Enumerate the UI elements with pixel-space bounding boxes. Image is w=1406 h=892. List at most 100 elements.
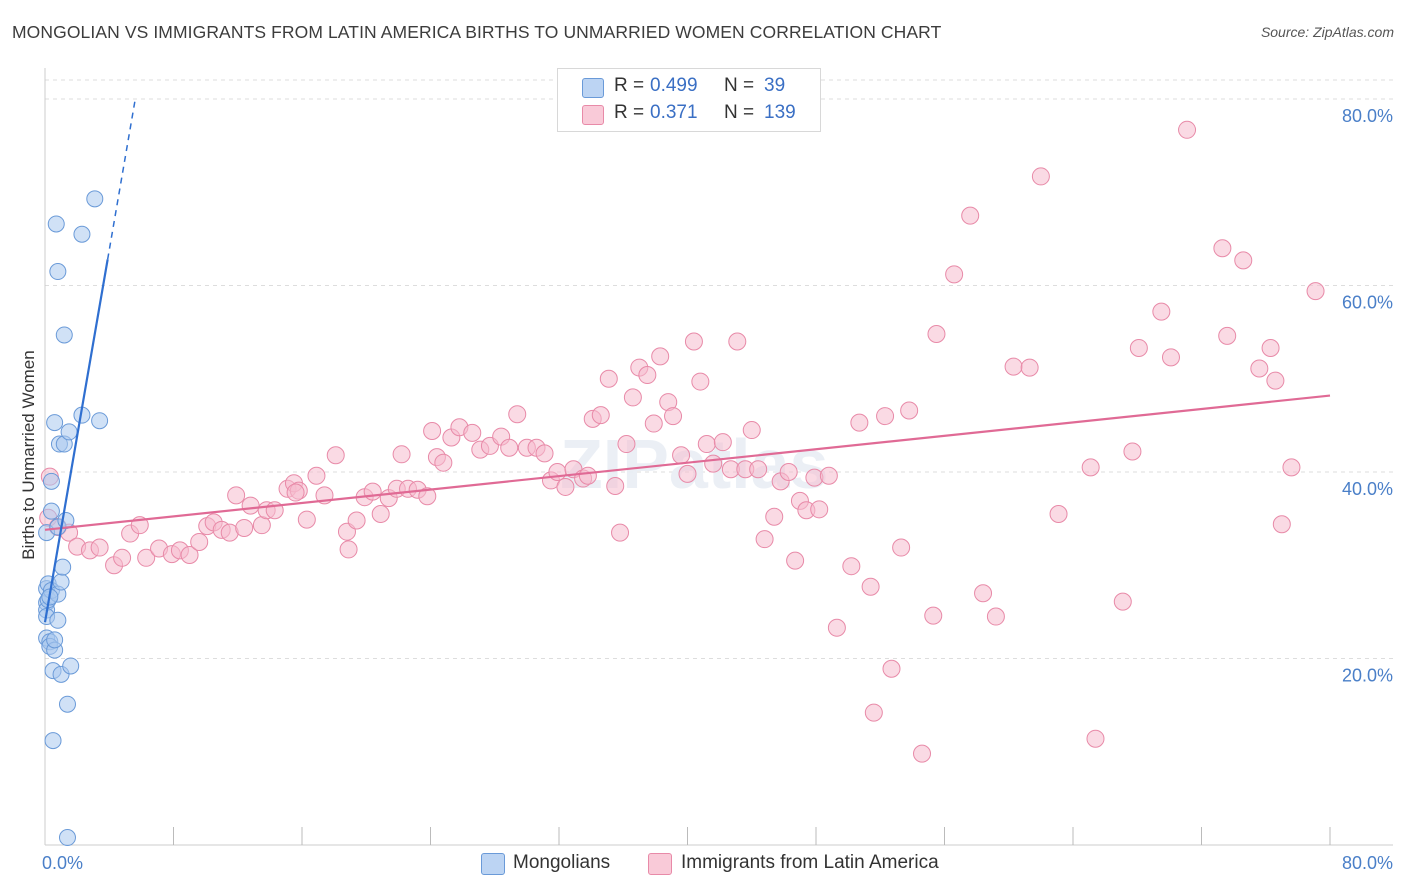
- pink-point: [864, 703, 883, 722]
- pink-point: [810, 500, 829, 519]
- pink-point: [786, 551, 805, 570]
- y-tick-label: 40.0%: [1342, 479, 1393, 499]
- pink-point: [297, 510, 316, 529]
- legend-box: R = 0.499 N = 39 R = 0.371 N = 139: [557, 68, 821, 132]
- blue-point: [58, 695, 76, 713]
- legend-r-value: 0.371: [650, 102, 698, 123]
- pink-point: [1266, 371, 1285, 390]
- pink-point: [644, 414, 663, 433]
- blue-point: [42, 502, 60, 520]
- bottom-legend: Mongolians Immigrants from Latin America: [0, 852, 1406, 878]
- pink-point: [755, 530, 774, 549]
- y-tick-label: 20.0%: [1342, 666, 1393, 686]
- pink-point: [113, 548, 132, 567]
- source-label: Source: ZipAtlas.com: [1260, 24, 1394, 40]
- blue-point: [46, 414, 64, 432]
- gridlines: [45, 79, 1393, 660]
- blue-point: [52, 573, 70, 591]
- bottom-legend-label-pink: Immigrants from Latin America: [681, 852, 939, 873]
- legend-n-label: N =: [724, 75, 755, 96]
- pink-point: [924, 606, 943, 625]
- pink-point: [1031, 167, 1050, 186]
- pink-point: [1178, 120, 1197, 139]
- pink-point: [606, 477, 625, 496]
- legend-n-label: N =: [724, 102, 755, 123]
- pink-point: [1020, 358, 1039, 377]
- pink-point: [190, 532, 209, 551]
- y-tick-label: 60.0%: [1342, 293, 1393, 313]
- pink-point: [418, 487, 437, 506]
- pink-point: [371, 504, 390, 523]
- pink-point: [1049, 504, 1068, 523]
- blue-point: [46, 631, 64, 649]
- trend-lines: [43, 100, 1331, 623]
- pink-point: [591, 406, 610, 425]
- pink-point: [463, 423, 482, 442]
- watermark: ZIPatlas: [560, 425, 828, 503]
- pink-point: [638, 366, 657, 385]
- blue-point: [49, 611, 67, 629]
- pink-point: [779, 463, 798, 482]
- blue-point: [54, 558, 72, 576]
- pink-point: [684, 332, 703, 351]
- pink-point: [1282, 458, 1301, 477]
- pink-point: [892, 538, 911, 557]
- pink-point: [423, 421, 442, 440]
- pink-point: [434, 453, 453, 472]
- x-tick-label: 0.0%: [42, 853, 83, 873]
- y-tick-labels: 20.0% 40.0% 60.0% 80.0%: [1342, 106, 1393, 685]
- pink-point: [617, 435, 636, 454]
- pink-point: [307, 466, 326, 485]
- pink-point: [861, 577, 880, 596]
- pink-point: [1306, 282, 1325, 301]
- pink-point: [252, 516, 271, 535]
- pink-point: [678, 464, 697, 483]
- pink-point: [927, 325, 946, 344]
- pink-point: [363, 482, 382, 501]
- pink-point: [765, 507, 784, 526]
- blue-series-points: [38, 190, 109, 847]
- pink-point: [535, 444, 554, 463]
- pink-point: [347, 511, 366, 530]
- pink-point: [749, 460, 768, 479]
- y-tick-label: 80.0%: [1342, 106, 1393, 126]
- bottom-legend-label-blue: Mongolians: [513, 852, 611, 873]
- pink-point: [913, 744, 932, 763]
- pink-point: [1213, 239, 1232, 258]
- chart-title: MONGOLIAN VS IMMIGRANTS FROM LATIN AMERI…: [12, 22, 942, 42]
- pink-point: [286, 483, 305, 502]
- bottom-legend-swatch-pink: [648, 853, 672, 875]
- pink-point: [1250, 359, 1269, 378]
- pink-point: [742, 421, 761, 440]
- blue-point: [47, 215, 65, 233]
- blue-trend-line: [43, 259, 109, 623]
- pink-point: [850, 413, 869, 432]
- pink-point: [672, 446, 691, 465]
- pink-point: [961, 206, 980, 225]
- pink-trend-line: [44, 394, 1331, 531]
- pink-point: [227, 486, 246, 505]
- pink-point: [691, 372, 710, 391]
- pink-point: [842, 557, 861, 576]
- x-tick-labels: 0.0% 80.0%: [42, 853, 1393, 873]
- pink-point: [339, 540, 358, 559]
- pink-point: [137, 548, 156, 567]
- pink-point: [1161, 348, 1180, 367]
- bottom-legend-swatch-blue: [481, 853, 505, 875]
- pink-point: [578, 466, 597, 485]
- pink-point: [392, 445, 411, 464]
- legend-n-value: 39: [764, 75, 786, 96]
- blue-point: [73, 225, 91, 243]
- pink-point: [508, 405, 527, 424]
- pink-point: [819, 466, 838, 485]
- legend-r-label: R =: [614, 102, 645, 123]
- blue-point: [55, 326, 73, 344]
- blue-point: [58, 829, 76, 847]
- blue-point: [91, 412, 109, 430]
- pink-point: [704, 454, 723, 473]
- legend-r-value: 0.499: [650, 75, 698, 96]
- pink-point: [664, 407, 683, 426]
- pink-point: [611, 523, 630, 542]
- legend-row-blue: R = 0.499 N = 39: [558, 75, 818, 101]
